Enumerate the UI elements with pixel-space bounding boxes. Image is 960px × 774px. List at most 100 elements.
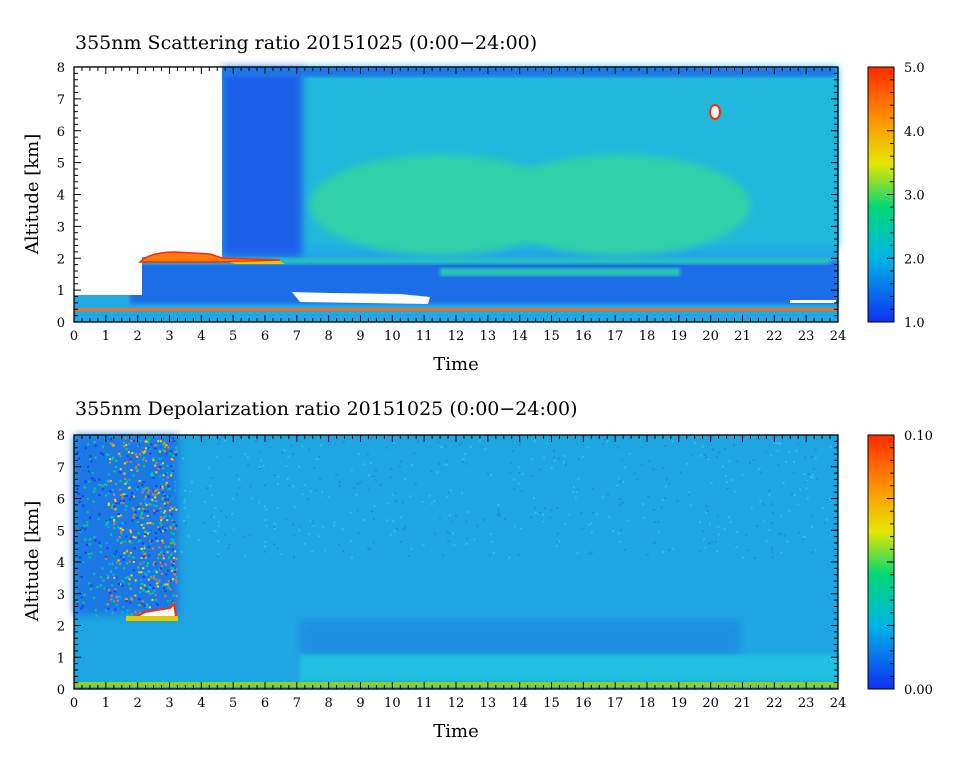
noise-pixel — [772, 511, 775, 514]
noise-pixel — [555, 544, 558, 547]
noise-pixel — [123, 472, 126, 475]
noise-pixel — [154, 499, 157, 502]
noise-pixel — [491, 540, 494, 543]
noise-pixel — [244, 453, 247, 456]
noise-pixel — [550, 466, 553, 469]
noise-pixel — [138, 453, 141, 456]
noise-pixel — [113, 518, 116, 521]
noise-pixel — [321, 490, 324, 493]
noise-pixel — [258, 467, 261, 470]
noise-pixel — [157, 585, 159, 588]
noise-pixel — [621, 501, 624, 504]
noise-pixel — [303, 483, 306, 486]
noise-pixel — [156, 540, 159, 543]
noise-pixel — [172, 539, 175, 542]
noise-pixel — [170, 566, 173, 569]
noise-pixel — [258, 501, 261, 504]
noise-pixel — [138, 536, 141, 539]
noise-pixel — [753, 556, 756, 559]
noise-pixel — [293, 556, 295, 558]
noise-pixel — [147, 546, 150, 548]
noise-pixel — [122, 500, 125, 502]
noise-pixel — [87, 443, 90, 446]
noise-pixel — [653, 509, 656, 511]
noise-pixel — [357, 532, 360, 535]
noise-pixel — [158, 527, 161, 530]
x-tick-label: 0 — [70, 329, 78, 344]
noise-pixel — [307, 498, 310, 501]
noise-pixel — [147, 590, 150, 593]
noise-pixel — [163, 511, 166, 514]
noise-pixel — [718, 451, 721, 454]
noise-pixel — [163, 516, 166, 519]
noise-pixel — [324, 549, 327, 552]
y-axis: 0 1 2 3 4 5 6 7 8 — [57, 429, 838, 698]
noise-pixel — [124, 493, 127, 496]
x-tick-label: 12 — [448, 696, 465, 711]
noise-pixel — [90, 588, 92, 591]
noise-pixel — [99, 576, 102, 579]
noise-pixel — [78, 500, 81, 503]
noise-pixel — [447, 540, 450, 543]
noise-pixel — [121, 522, 124, 525]
noise-pixel — [163, 502, 166, 505]
noise-pixel — [648, 460, 651, 463]
y-tick-label: 4 — [57, 556, 65, 571]
noise-pixel — [293, 533, 296, 536]
noise-pixel — [810, 526, 813, 529]
noise-pixel — [87, 465, 90, 468]
noise-pixel — [119, 455, 122, 458]
noise-pixel — [108, 518, 111, 521]
noise-pixel — [784, 534, 787, 537]
noise-pixel — [133, 513, 136, 516]
noise-pixel — [553, 456, 556, 459]
noise-pixel — [553, 459, 556, 462]
noise-pixel — [668, 482, 671, 485]
noise-pixel — [318, 535, 320, 538]
noise-pixel — [111, 584, 114, 587]
noise-pixel — [143, 457, 145, 460]
noise-pixel — [359, 481, 362, 484]
noise-pixel — [575, 490, 578, 493]
noise-pixel — [81, 527, 84, 530]
y-axis: 0 1 2 3 4 5 6 7 8 — [57, 61, 838, 331]
noise-pixel — [126, 549, 129, 552]
noise-pixel — [99, 551, 102, 554]
noise-pixel — [157, 604, 160, 607]
noise-pixel — [545, 442, 548, 445]
y-tick-label: 0 — [57, 316, 65, 331]
noise-pixel — [588, 553, 591, 555]
noise-pixel — [130, 487, 132, 490]
noise-pixel — [134, 610, 137, 613]
colorbar-tick-label: 2.0 — [904, 252, 925, 267]
noise-pixel — [214, 507, 217, 510]
noise-pixel — [703, 538, 706, 541]
noise-pixel — [130, 531, 132, 534]
noise-pixel — [772, 442, 775, 445]
noise-pixel — [86, 497, 89, 500]
noise-pixel — [143, 510, 146, 513]
noise-pixel — [146, 522, 149, 525]
noise-pixel — [357, 453, 360, 456]
noise-pixel — [154, 569, 157, 572]
noise-pixel — [140, 583, 143, 585]
noise-pixel — [102, 445, 105, 448]
noise-pixel — [160, 551, 162, 554]
noise-pixel — [129, 551, 132, 554]
noise-pixel — [77, 492, 80, 495]
noise-pixel — [155, 471, 158, 474]
noise-pixel — [128, 560, 131, 563]
noise-pixel — [105, 521, 108, 524]
noise-pixel — [765, 451, 768, 454]
noise-pixel — [99, 452, 102, 454]
x-tick-label: 15 — [543, 696, 560, 711]
noise-pixel — [113, 520, 116, 523]
noise-pixel — [497, 508, 500, 511]
noise-pixel — [160, 565, 163, 568]
noise-pixel — [149, 529, 152, 532]
noise-pixel — [446, 463, 449, 466]
noise-pixel — [125, 461, 128, 464]
noise-pixel — [171, 519, 174, 522]
noise-pixel — [217, 525, 220, 528]
noise-pixel — [814, 457, 817, 460]
